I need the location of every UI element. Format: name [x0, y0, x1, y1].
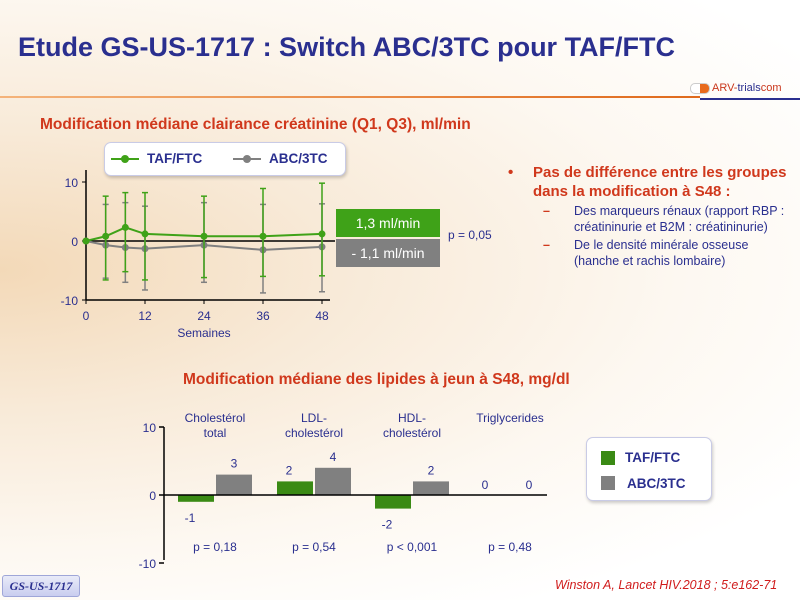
bar-taf	[178, 495, 214, 502]
logo-text: trials	[737, 82, 761, 94]
y-tick-label: 10	[65, 176, 79, 190]
data-label: 0	[526, 478, 533, 492]
x-tick-label: 36	[256, 309, 270, 323]
study-badge: GS-US-1717	[2, 575, 80, 597]
p-value: p = 0,48	[488, 540, 532, 554]
legend-marker-taf	[121, 155, 129, 163]
legend-marker-abc	[243, 155, 251, 163]
logo-text: ARV-	[712, 82, 738, 94]
bar-taf	[277, 481, 313, 495]
data-point	[82, 237, 90, 245]
bullet-text: Pas de différence entre les groupes dans…	[533, 164, 787, 200]
data-label: -2	[382, 518, 393, 532]
p-value: p = 0,05	[448, 228, 492, 242]
bar-abc	[413, 481, 449, 495]
p-value: p < 0,001	[387, 540, 438, 554]
p-value: p = 0,18	[193, 540, 237, 554]
title-rule	[0, 96, 700, 98]
data-point	[121, 223, 129, 231]
legend-swatch-abc	[601, 476, 615, 490]
dash-icon: –	[543, 238, 550, 252]
x-tick-label: 0	[83, 309, 90, 323]
bar-abc	[315, 467, 351, 495]
legend-swatch-taf	[601, 451, 615, 465]
pill-icon	[690, 82, 710, 94]
legend-label-abc: ABC/3TC	[627, 476, 686, 491]
abc-result-box: - 1,1 ml/min	[336, 239, 440, 267]
category-label: cholestérol	[383, 426, 441, 440]
sub-bullet-text: Des marqueurs rénaux (rapport RBP : créa…	[574, 204, 785, 234]
x-axis-label: Semaines	[177, 326, 230, 340]
category-label: Cholestérol	[185, 411, 246, 425]
taf-result-box: 1,3 ml/min	[336, 209, 440, 237]
y-tick-label: -10	[61, 294, 79, 308]
data-point	[200, 232, 208, 240]
bar-chart-legend: TAF/FTC ABC/3TC	[586, 437, 712, 501]
data-label: 4	[330, 450, 337, 464]
data-label: 0	[482, 478, 489, 492]
sub-bullet-text: De le densité minérale osseuse (hanche e…	[574, 238, 749, 268]
x-tick-label: 12	[138, 309, 152, 323]
slide-title: Etude GS-US-1717 : Switch ABC/3TC pour T…	[18, 32, 676, 62]
legend-label-taf: TAF/FTC	[147, 151, 203, 166]
x-tick-label: 48	[315, 309, 329, 323]
data-point	[102, 232, 110, 240]
data-label: 3	[231, 457, 238, 471]
bar-taf	[375, 495, 411, 509]
category-label: HDL-	[398, 411, 426, 425]
y-tick-label: 0	[71, 235, 78, 249]
sub-bullet: – De le densité minérale osseuse (hanche …	[508, 237, 793, 269]
data-point	[141, 230, 149, 238]
category-label: total	[204, 426, 227, 440]
logo-text: com	[760, 82, 782, 94]
line-chart-legend: TAF/FTC ABC/3TC	[104, 142, 346, 176]
data-label: -1	[185, 511, 196, 525]
y-tick-label: -10	[139, 557, 157, 571]
data-point	[259, 232, 267, 240]
dash-icon: –	[543, 204, 550, 218]
bar-chart-title: Modification médiane des lipides à jeun …	[183, 371, 570, 388]
line-chart-title: Modification médiane clairance créatinin…	[40, 116, 471, 133]
reference: Winston A, Lancet HIV.2018 ; 5:e162-71	[555, 578, 778, 592]
legend-label-abc: ABC/3TC	[269, 151, 328, 166]
data-label: 2	[428, 463, 435, 477]
bar-abc	[216, 474, 252, 495]
bullet-list: • Pas de différence entre les groupes dan…	[508, 163, 793, 269]
y-tick-label: 10	[143, 421, 157, 435]
arv-trials-logo: ARV-trialscom	[690, 82, 782, 94]
bullet-main: • Pas de différence entre les groupes dan…	[508, 163, 793, 201]
title-rule-blue	[700, 98, 800, 100]
x-tick-label: 24	[197, 309, 211, 323]
category-label: LDL-	[301, 411, 327, 425]
category-label: cholestérol	[285, 426, 343, 440]
sub-bullet: – Des marqueurs rénaux (rapport RBP : cré…	[508, 203, 793, 235]
data-point	[318, 230, 326, 238]
bullet-icon: •	[508, 164, 514, 181]
category-label: Triglycerides	[476, 411, 544, 425]
p-value: p = 0,54	[292, 540, 336, 554]
legend-label-taf: TAF/FTC	[625, 450, 681, 465]
data-label: 2	[286, 463, 293, 477]
y-tick-label: 0	[149, 489, 156, 503]
